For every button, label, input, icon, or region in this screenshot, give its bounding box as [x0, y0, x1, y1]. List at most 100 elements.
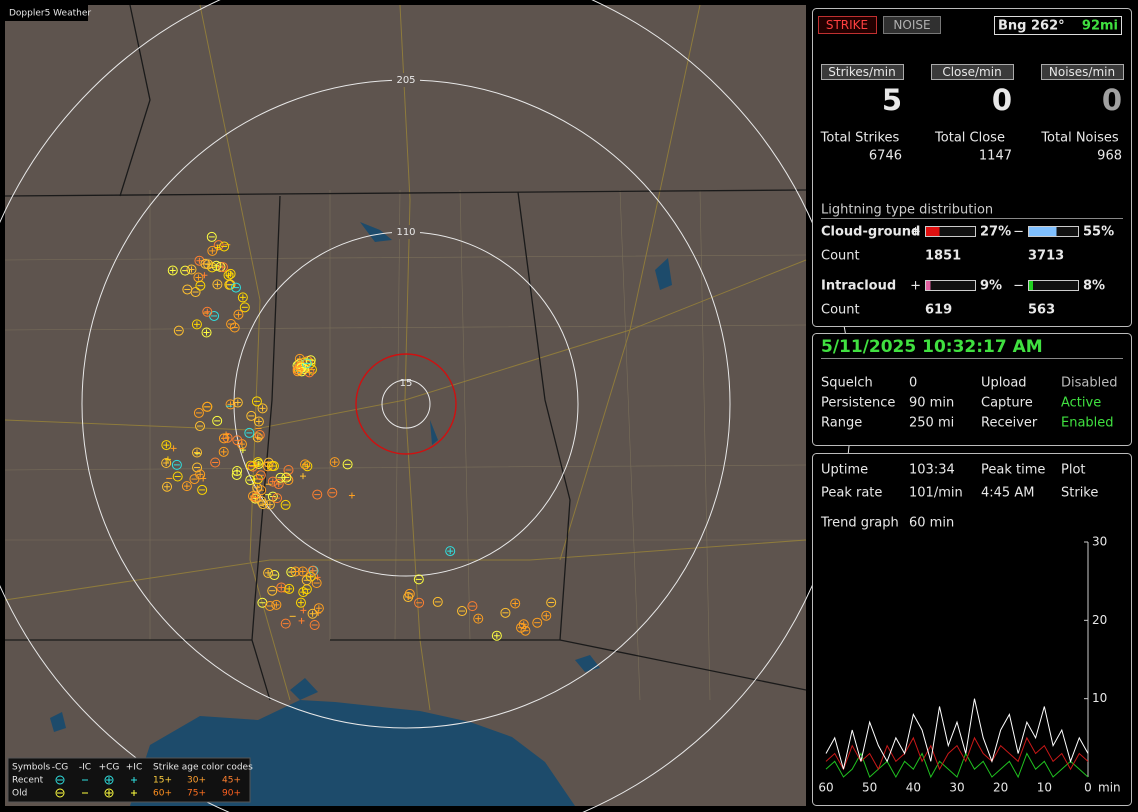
- strike-symbol: [231, 469, 242, 480]
- strike-symbol: [162, 481, 173, 492]
- map-roads: [4, 4, 807, 711]
- trend-line: [825, 736, 1089, 771]
- strike-circle: [500, 607, 511, 618]
- setting-text: Upload: [981, 376, 1027, 391]
- setting-text: Disabled: [1061, 376, 1117, 391]
- strike-circle: [280, 499, 291, 510]
- strike-symbol: [300, 607, 307, 614]
- strike-symbol: [263, 567, 274, 578]
- strike-sign: [203, 329, 210, 336]
- strike-symbol: [171, 459, 182, 470]
- setting-text: Capture: [981, 396, 1033, 411]
- strike-circle: [207, 245, 218, 256]
- strike-sign: [188, 266, 195, 273]
- strike-sign: [286, 585, 293, 592]
- strike-symbol: [201, 272, 208, 279]
- total-label: Total Strikes: [820, 131, 900, 146]
- age-code: 60+: [153, 789, 172, 799]
- strike-circle: [269, 570, 280, 581]
- strike-sign: [348, 492, 355, 499]
- strike-circle: [232, 435, 243, 446]
- sign: −: [1013, 279, 1024, 294]
- count-label: Count: [821, 249, 860, 264]
- strike-circle: [225, 268, 236, 279]
- strike-symbol: [212, 279, 223, 290]
- setting-text: Enabled: [1061, 416, 1114, 431]
- strike-sign: [512, 600, 519, 607]
- strike-sign: [302, 461, 309, 468]
- strike-circle: [307, 565, 318, 576]
- rate-header: Strikes/min: [828, 65, 895, 79]
- strike-sign: [259, 405, 266, 412]
- strike-circle: [292, 366, 303, 377]
- setting-text: Squelch: [821, 376, 873, 391]
- panel: [812, 8, 1132, 327]
- strike-button[interactable]: [818, 16, 877, 34]
- ring-15: [381, 379, 431, 429]
- strike-circle: [203, 259, 214, 270]
- total-value: 1147: [979, 149, 1012, 164]
- strike-circle: [206, 231, 217, 242]
- strike-sign: [292, 568, 299, 575]
- strike-sign: [306, 369, 313, 376]
- settings: Squelch 0 Upload Disabled Persistence 90 min C…: [821, 376, 1117, 431]
- strike-circle: [218, 433, 229, 444]
- stat-text: 103:34: [909, 463, 955, 478]
- strike-symbol: [296, 362, 307, 373]
- stat-text: Peak rate: [821, 486, 882, 501]
- strike-symbol: [212, 415, 223, 426]
- strike-symbol: [301, 575, 312, 586]
- strike-circle: [226, 319, 237, 330]
- trend-line: [825, 752, 1089, 779]
- strike-circle: [252, 432, 263, 443]
- noise-button[interactable]: [883, 16, 941, 34]
- total-label: Total Noises: [1040, 131, 1119, 146]
- strike-symbol: [473, 613, 484, 624]
- sign: +: [910, 279, 921, 294]
- strike-symbol: [280, 618, 291, 629]
- strike-symbol: [218, 446, 229, 457]
- strike-sign: [214, 281, 221, 288]
- strike-symbol: [307, 608, 318, 619]
- strike-circle: [251, 396, 262, 407]
- setting-text: 90 min: [909, 396, 954, 411]
- strike-symbol: [500, 607, 511, 618]
- panel: [812, 333, 1132, 446]
- map-title: Doppler5 Weather: [9, 9, 91, 19]
- strike-symbol: [224, 279, 235, 290]
- close-ring: [355, 353, 457, 455]
- strike-circle: [245, 475, 256, 486]
- strike-circle: [189, 474, 200, 485]
- strike-symbol: [181, 481, 192, 492]
- strike-symbol: [229, 322, 240, 333]
- strike-sign: [223, 431, 230, 438]
- strike-circle: [300, 459, 311, 470]
- strike-circle: [191, 319, 202, 330]
- total-label: Total Close: [934, 131, 1005, 146]
- strike-symbol: [195, 421, 206, 432]
- strike-circle: [161, 457, 172, 468]
- strike-symbol: [311, 578, 322, 589]
- strike-symbol: [510, 598, 521, 609]
- strike-symbol: [312, 489, 323, 500]
- percent: 9%: [980, 279, 1002, 294]
- strike-circle: [258, 499, 269, 510]
- strike-symbol: [290, 566, 301, 577]
- strike-circle: [510, 598, 521, 609]
- strike-circle: [257, 403, 268, 414]
- strike-circle: [312, 489, 323, 500]
- trend-window: 60 min: [909, 516, 954, 531]
- y-tick-label: 30: [1092, 535, 1107, 549]
- strike-symbol: [457, 606, 468, 617]
- strike-symbol: [239, 302, 250, 313]
- strike-circle: [404, 588, 415, 599]
- strike-sign: [239, 294, 246, 301]
- strike-symbol: [414, 597, 425, 608]
- strike-sign: [309, 610, 316, 617]
- strike-circle: [541, 610, 552, 621]
- setting-text: Range: [821, 416, 862, 431]
- strike-circle: [161, 440, 172, 451]
- strike-circle: [246, 410, 257, 421]
- strike-symbol: [202, 401, 213, 412]
- strike-symbol: [329, 457, 340, 468]
